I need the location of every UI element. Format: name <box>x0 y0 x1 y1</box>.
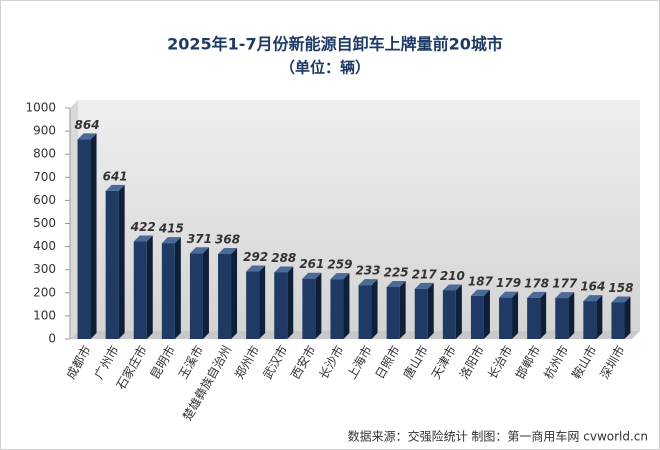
bar-side <box>315 272 322 339</box>
bar-top <box>218 247 238 254</box>
bar-top <box>330 273 350 280</box>
bar-side <box>483 289 490 339</box>
bar-side <box>624 296 631 339</box>
bar <box>414 288 428 339</box>
value-label: 158 <box>608 281 633 295</box>
bar-top <box>583 295 603 302</box>
bar <box>527 297 541 339</box>
value-label: 259 <box>327 258 352 272</box>
bar <box>161 243 175 339</box>
value-label: 288 <box>271 251 296 265</box>
bar-top <box>133 235 153 242</box>
value-label: 177 <box>552 277 578 291</box>
bar-top <box>105 184 125 191</box>
bar-top <box>358 279 378 286</box>
side-wall <box>70 100 78 339</box>
source-note: 数据来源：交强险统计 制图：第一商用车网 cvworld.cn <box>348 429 648 444</box>
bar <box>133 241 147 339</box>
bar <box>470 295 484 339</box>
bar <box>77 139 91 339</box>
value-label: 261 <box>299 257 324 271</box>
bar <box>218 253 232 339</box>
y-tick-label: 900 <box>33 124 56 138</box>
chart-subtitle: （单位：辆） <box>280 59 370 77</box>
bar-side <box>146 235 153 339</box>
y-tick-label: 1000 <box>25 101 56 115</box>
floor <box>70 331 640 339</box>
bar <box>189 253 203 339</box>
bar-top <box>189 247 209 254</box>
bar-top <box>302 272 322 279</box>
bar-side <box>596 295 603 339</box>
bar-top <box>386 281 406 288</box>
value-label: 864 <box>75 118 100 132</box>
bar-top <box>499 291 519 298</box>
value-label: 422 <box>130 220 156 234</box>
y-tick-label: 100 <box>33 308 56 322</box>
y-tick-label: 600 <box>33 193 56 207</box>
bar <box>246 271 260 339</box>
chart-title: 2025年1-7月份新能源自卸车上牌量前20城市 <box>167 35 503 54</box>
value-label: 415 <box>158 222 184 236</box>
value-label: 225 <box>384 266 409 280</box>
bar-side <box>455 284 462 339</box>
bar-top <box>470 289 490 296</box>
bar-side <box>568 292 575 339</box>
value-label: 368 <box>215 232 240 246</box>
y-tick-label: 300 <box>33 262 56 276</box>
value-label: 233 <box>356 264 381 278</box>
bar-side <box>287 266 294 339</box>
bar <box>555 298 569 339</box>
bar-side <box>427 282 434 339</box>
value-label: 179 <box>496 276 521 290</box>
bar-top <box>274 266 294 273</box>
bar-side <box>399 281 406 339</box>
bar-side <box>512 291 519 339</box>
bar <box>386 287 400 339</box>
value-label: 187 <box>468 274 494 288</box>
y-tick-label: 500 <box>33 216 56 230</box>
bar <box>442 290 456 339</box>
bar-top <box>77 133 97 140</box>
value-label: 178 <box>524 276 549 290</box>
value-label: 164 <box>580 280 605 294</box>
bar-side <box>174 237 181 339</box>
bar-side <box>540 291 547 339</box>
bar-side <box>202 247 209 339</box>
value-label: 371 <box>187 232 212 246</box>
bar-side <box>90 133 97 339</box>
bar-top <box>611 296 631 303</box>
bar-top <box>555 292 575 299</box>
bar <box>583 301 597 339</box>
y-tick-label: 200 <box>33 285 56 299</box>
value-label: 217 <box>412 267 438 281</box>
bar-side <box>343 273 350 339</box>
y-tick-label: 700 <box>33 170 56 184</box>
bar <box>302 278 316 339</box>
bar <box>499 297 513 339</box>
y-tick-label: 400 <box>33 239 56 253</box>
bar <box>358 285 372 339</box>
bar <box>274 272 288 339</box>
bar-side <box>259 265 266 339</box>
bar-side <box>231 247 238 339</box>
y-tick-label: 800 <box>33 147 56 161</box>
bar <box>105 190 119 339</box>
bar-side <box>118 184 125 339</box>
bar-top <box>246 265 266 272</box>
bar <box>611 302 625 339</box>
bar-side <box>371 279 378 339</box>
bar-top <box>161 237 181 244</box>
value-label: 210 <box>440 269 465 283</box>
bar <box>330 279 344 339</box>
bar-top <box>527 291 547 298</box>
value-label: 641 <box>103 169 128 183</box>
y-tick-label: 0 <box>48 332 56 346</box>
bar-top <box>414 282 434 289</box>
value-label: 292 <box>243 250 268 264</box>
bar-top <box>442 284 462 291</box>
